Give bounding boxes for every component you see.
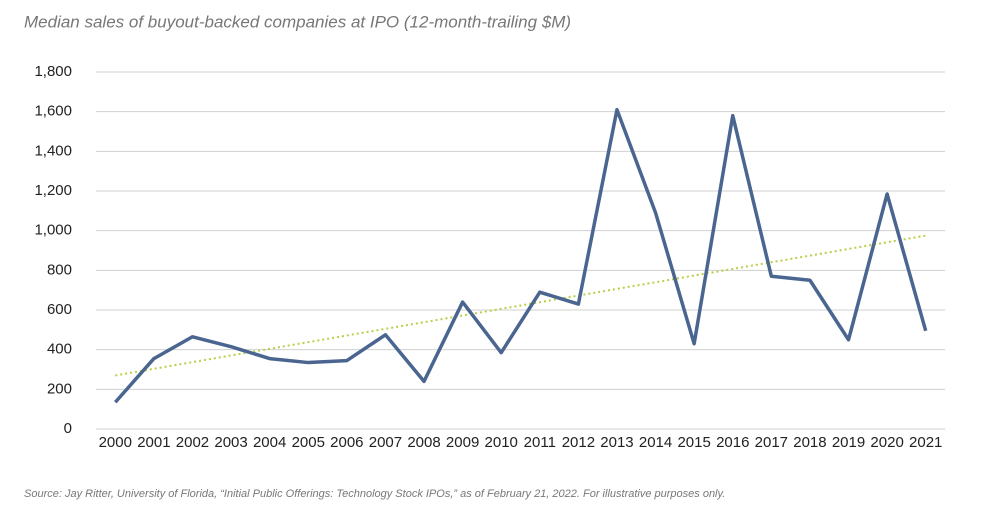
x-tick-label: 2002	[176, 434, 209, 451]
x-tick-label: 2004	[253, 434, 286, 451]
x-tick-label: 2003	[214, 434, 247, 451]
y-tick-label: 1,200	[34, 182, 72, 199]
y-tick-label: 0	[64, 420, 72, 437]
x-tick-label: 2012	[562, 434, 595, 451]
y-tick-label: 1,000	[34, 222, 72, 239]
x-tick-label: 2016	[716, 434, 749, 451]
x-tick-label: 2021	[909, 434, 942, 451]
y-tick-label: 800	[47, 261, 72, 278]
y-tick-label: 600	[47, 301, 72, 318]
x-tick-label: 2008	[407, 434, 440, 451]
y-tick-label: 1,400	[34, 142, 72, 159]
x-tick-label: 2015	[677, 434, 710, 451]
y-tick-label: 1,800	[34, 63, 72, 80]
y-tick-label: 400	[47, 341, 72, 358]
x-tick-label: 2014	[639, 434, 672, 451]
x-tick-label: 2019	[832, 434, 865, 451]
source-note: Source: Jay Ritter, University of Florid…	[24, 488, 725, 500]
x-tick-label: 2001	[137, 434, 170, 451]
x-tick-label: 2006	[330, 434, 363, 451]
y-tick-label: 1,600	[34, 103, 72, 120]
data-line	[113, 107, 928, 404]
x-tick-label: 2020	[870, 434, 903, 451]
trendline	[115, 234, 926, 377]
x-tick-label: 2000	[99, 434, 132, 451]
x-tick-label: 2009	[446, 434, 479, 451]
x-tick-label: 2017	[755, 434, 788, 451]
x-tick-label: 2005	[292, 434, 325, 451]
x-tick-label: 2011	[524, 434, 556, 451]
x-tick-label: 2013	[600, 434, 633, 451]
x-tick-label: 2010	[485, 434, 518, 451]
x-tick-label: 2018	[793, 434, 826, 451]
y-tick-label: 200	[47, 380, 72, 397]
chart-title: Median sales of buyout-backed companies …	[24, 12, 571, 31]
x-tick-label: 2007	[369, 434, 402, 451]
